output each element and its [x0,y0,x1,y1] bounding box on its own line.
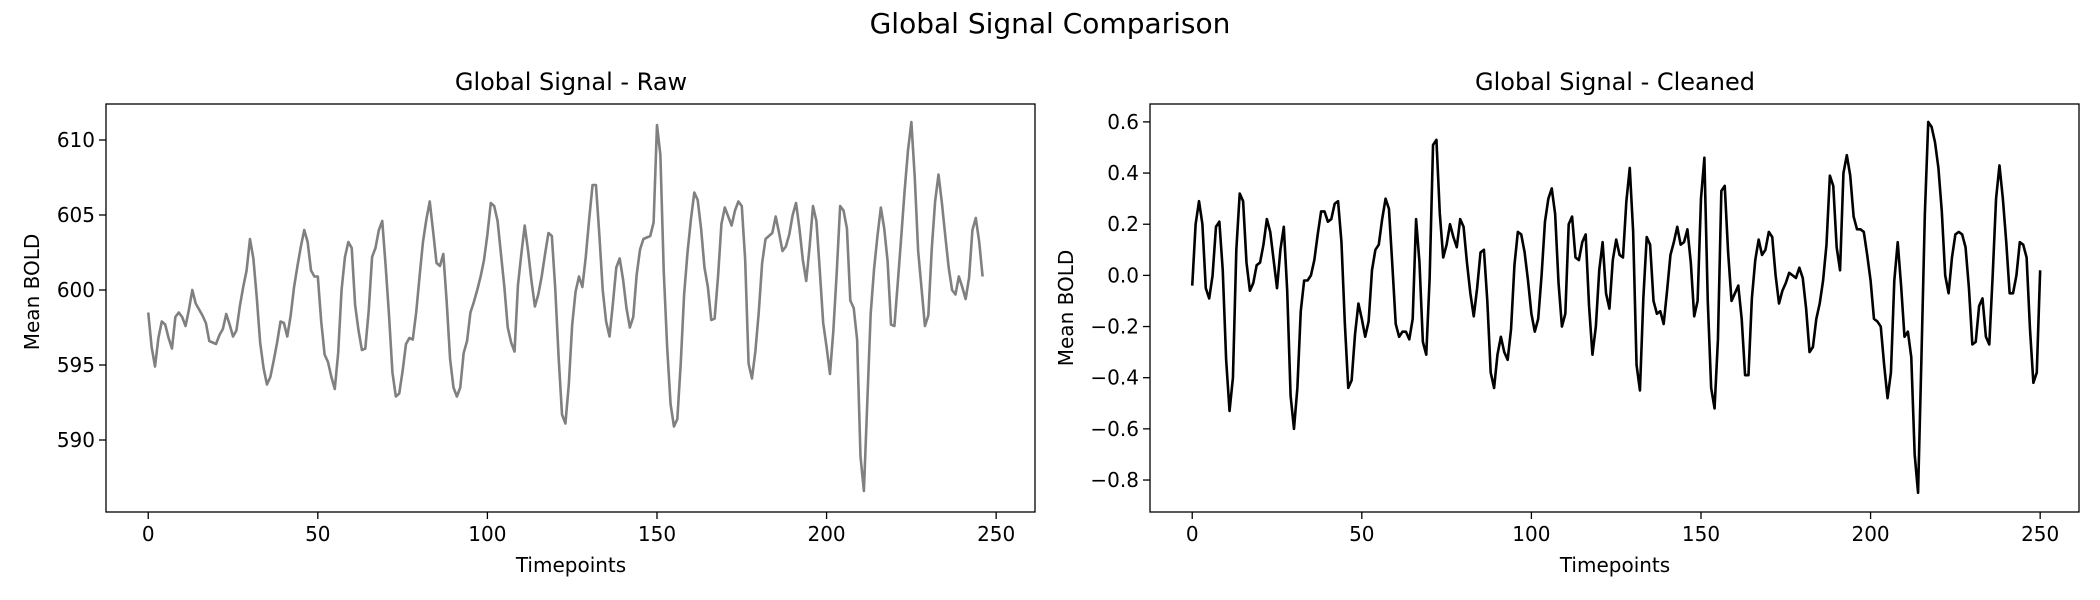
raw-axis-ticks: 0 50 100 150 200 250 590 595 600 605 610 [57,128,1015,546]
cleaned-y-tick-label: 0.0 [1107,263,1139,287]
raw-signal-chart: Global Signal - Raw Timepoints Mean BOLD… [20,68,1036,577]
cleaned-x-tick-label: 0 [1186,522,1199,546]
cleaned-plot-frame [1149,103,2080,513]
cleaned-signal-chart: Global Signal - Cleaned Timepoints Mean … [1054,68,2080,577]
cleaned-y-tick-label: −0.6 [1090,417,1139,441]
cleaned-signal-line [1190,120,2042,495]
raw-x-tick-label: 0 [142,522,155,546]
cleaned-x-tick-label: 50 [1349,522,1374,546]
raw-y-tick-label: 595 [57,353,95,377]
raw-x-tick-label: 250 [977,522,1015,546]
cleaned-y-tick-label: −0.4 [1090,366,1139,390]
raw-signal-line [146,120,984,493]
raw-x-tick-label: 50 [305,522,330,546]
raw-y-axis-label: Mean BOLD [20,234,44,351]
raw-plot-frame [105,103,1036,513]
raw-x-axis-label: Timepoints [515,553,626,577]
raw-chart-title: Global Signal - Raw [455,68,687,96]
cleaned-y-tick-label: 0.6 [1107,110,1139,134]
cleaned-y-tick-label: −0.2 [1090,315,1139,339]
cleaned-x-tick-label: 100 [1512,522,1550,546]
raw-y-tick-label: 590 [57,428,95,452]
cleaned-y-tick-label: −0.8 [1090,468,1139,492]
figure-title: Global Signal Comparison [870,7,1231,40]
raw-y-tick-label: 600 [57,278,95,302]
cleaned-y-tick-label: 0.2 [1107,212,1139,236]
cleaned-chart-title: Global Signal - Cleaned [1475,68,1755,96]
raw-y-tick-label: 605 [57,203,95,227]
cleaned-x-axis-label: Timepoints [1559,553,1670,577]
cleaned-x-tick-label: 200 [1851,522,1889,546]
raw-x-tick-label: 100 [468,522,506,546]
raw-y-tick-label: 610 [57,128,95,152]
raw-x-tick-label: 200 [807,522,845,546]
cleaned-x-tick-label: 250 [2021,522,2059,546]
cleaned-axis-ticks: 0 50 100 150 200 250 −0.8 −0.6 −0.4 −0.2 0.0 0.2 0.4… [1090,110,2059,546]
raw-x-tick-label: 150 [638,522,676,546]
cleaned-x-tick-label: 150 [1682,522,1720,546]
cleaned-y-axis-label: Mean BOLD [1054,250,1078,367]
cleaned-y-tick-label: 0.4 [1107,161,1139,185]
